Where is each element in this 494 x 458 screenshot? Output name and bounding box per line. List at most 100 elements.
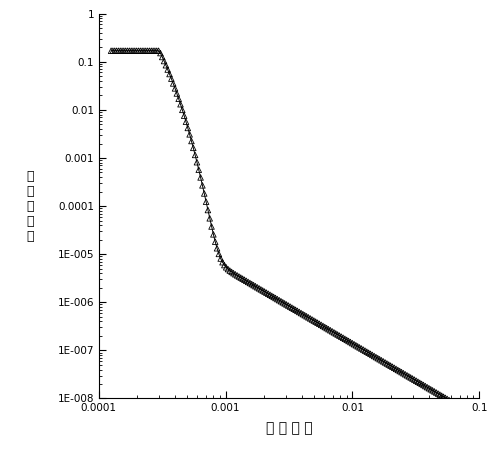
Point bbox=[138, 47, 146, 55]
Point bbox=[286, 303, 294, 310]
Point bbox=[111, 47, 119, 55]
Point bbox=[120, 47, 128, 55]
Point bbox=[142, 47, 150, 55]
Point bbox=[266, 291, 274, 299]
Point bbox=[246, 279, 254, 287]
Point bbox=[140, 47, 148, 55]
Point bbox=[308, 316, 316, 323]
Text: 感
应
电
动
势: 感 应 电 动 势 bbox=[27, 169, 34, 243]
Point bbox=[409, 375, 416, 382]
Point bbox=[314, 319, 322, 327]
Point bbox=[224, 266, 232, 273]
Point bbox=[146, 47, 154, 55]
Point bbox=[359, 346, 367, 353]
Point bbox=[180, 112, 188, 120]
Point bbox=[471, 411, 479, 419]
Point bbox=[379, 358, 387, 365]
Point bbox=[346, 338, 354, 346]
Point bbox=[129, 47, 137, 55]
Point bbox=[390, 364, 398, 371]
Point bbox=[200, 190, 208, 197]
Point bbox=[407, 374, 414, 381]
Point bbox=[176, 101, 184, 108]
Point bbox=[299, 311, 307, 318]
Point bbox=[451, 399, 458, 407]
Point bbox=[411, 376, 418, 383]
Point bbox=[272, 294, 280, 302]
Point bbox=[445, 396, 453, 403]
Point bbox=[348, 339, 356, 347]
Point bbox=[293, 307, 301, 315]
Point bbox=[290, 305, 298, 312]
Point bbox=[237, 274, 245, 281]
Point bbox=[220, 262, 228, 269]
Point bbox=[202, 198, 210, 205]
Point bbox=[330, 329, 338, 336]
Point bbox=[257, 286, 265, 293]
Point bbox=[189, 144, 197, 152]
Point bbox=[184, 124, 192, 131]
Point bbox=[401, 371, 409, 378]
Point bbox=[182, 118, 190, 125]
Point bbox=[178, 106, 186, 114]
Point bbox=[436, 391, 444, 398]
Point bbox=[341, 335, 349, 343]
Point bbox=[461, 406, 469, 413]
Point bbox=[113, 47, 121, 55]
Point bbox=[387, 362, 395, 369]
Point bbox=[195, 166, 203, 174]
Point bbox=[467, 409, 475, 417]
Point bbox=[235, 273, 243, 280]
Point bbox=[403, 371, 411, 379]
Point bbox=[270, 293, 278, 300]
Point bbox=[325, 326, 332, 333]
Point bbox=[167, 75, 175, 82]
Point bbox=[453, 401, 460, 408]
Point bbox=[361, 347, 369, 354]
Point bbox=[206, 215, 214, 222]
Point bbox=[283, 301, 290, 308]
Point bbox=[171, 85, 179, 92]
Point bbox=[275, 296, 283, 304]
Point bbox=[133, 47, 141, 55]
Point bbox=[149, 47, 157, 55]
Point bbox=[429, 387, 437, 394]
Point bbox=[449, 398, 456, 406]
Point bbox=[394, 366, 402, 374]
Point bbox=[239, 275, 247, 282]
Point bbox=[352, 342, 360, 349]
Point bbox=[321, 323, 329, 331]
Point bbox=[207, 223, 215, 230]
Point bbox=[153, 47, 161, 55]
Point bbox=[405, 373, 413, 380]
Point bbox=[230, 269, 238, 277]
Point bbox=[425, 385, 433, 392]
Point bbox=[151, 47, 159, 55]
Point bbox=[383, 360, 391, 367]
Point bbox=[279, 299, 287, 306]
Point bbox=[350, 340, 358, 348]
Point bbox=[423, 383, 431, 391]
Point bbox=[260, 288, 268, 295]
Point bbox=[385, 361, 393, 368]
Point bbox=[204, 207, 212, 214]
Point bbox=[304, 314, 312, 321]
Point bbox=[136, 47, 144, 55]
Point bbox=[339, 334, 347, 341]
Point bbox=[370, 352, 378, 360]
Point bbox=[319, 322, 327, 330]
Point bbox=[191, 151, 199, 158]
Point bbox=[122, 47, 129, 55]
Point bbox=[447, 398, 455, 405]
Point bbox=[333, 331, 341, 338]
Point bbox=[312, 318, 320, 325]
Point bbox=[427, 386, 435, 393]
Point bbox=[332, 330, 340, 337]
Point bbox=[372, 354, 380, 361]
Point bbox=[288, 304, 296, 311]
Point bbox=[259, 287, 267, 294]
Point bbox=[242, 277, 250, 284]
Point bbox=[369, 351, 376, 359]
Point bbox=[118, 47, 126, 55]
Point bbox=[365, 349, 372, 356]
